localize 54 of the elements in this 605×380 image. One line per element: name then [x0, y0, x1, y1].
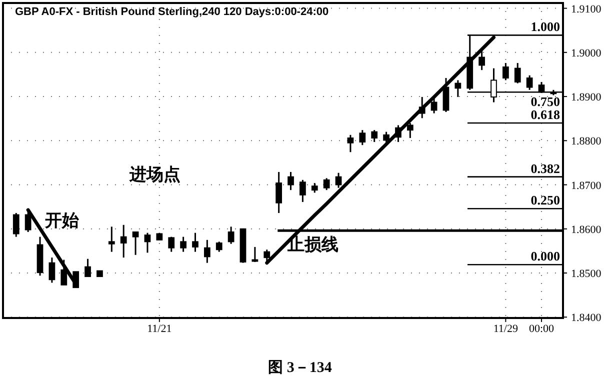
annotation: 止损线: [286, 235, 338, 254]
candlestick: [192, 232, 198, 253]
candlestick: [108, 226, 115, 253]
caption: 图 3－134: [268, 360, 332, 376]
y-tick-label: 1.8700: [571, 180, 602, 192]
candlestick: [323, 177, 330, 191]
candlestick: [276, 171, 282, 214]
candlestick: [514, 62, 521, 84]
y-tick-label: 1.8400: [571, 312, 602, 324]
y-tick-label: 1.8600: [571, 224, 602, 236]
y-tick-label: 1.8500: [571, 268, 602, 280]
candlestick: [395, 124, 402, 143]
x-tick-label: 11/21: [147, 323, 172, 335]
annotation: 0.000: [530, 248, 560, 264]
candlestick: [48, 256, 56, 284]
candlestick: [180, 236, 186, 253]
annotation: 0.250: [530, 192, 560, 208]
candlestick: [132, 231, 139, 256]
candlestick: [144, 232, 151, 254]
y-tick-label: 1.9100: [571, 3, 602, 16]
candlestick: [252, 246, 258, 263]
candlestick: [418, 96, 426, 119]
x-tick-label: 11/29: [493, 323, 519, 335]
candlestick: [168, 236, 175, 253]
candlestick: [300, 179, 306, 203]
candlestick: [120, 224, 127, 258]
candlestick: [216, 240, 222, 253]
candlestick: [454, 79, 462, 98]
candlestick: [204, 239, 210, 264]
candlestick: [335, 172, 342, 189]
candlestick: [311, 182, 318, 194]
annotation: 0.750: [530, 94, 560, 110]
candlestick: [84, 258, 91, 278]
y-tick-label: 1.8900: [571, 92, 602, 104]
annotation: 0.618: [530, 107, 560, 122]
candlestick: [288, 171, 294, 191]
candlestick: [12, 212, 20, 238]
candlestick: [347, 134, 354, 153]
annotation: 开始: [44, 211, 80, 230]
candlestick: [442, 77, 450, 113]
x-tick-label: 00:00: [528, 323, 555, 335]
y-tick-label: 1.9000: [571, 47, 602, 60]
candlestick: [383, 131, 390, 144]
candlestick: [371, 129, 378, 143]
y-tick-label: 1.8800: [571, 136, 602, 148]
candlestick: [228, 226, 234, 245]
candlestick: [406, 122, 414, 139]
candlestick: [359, 129, 366, 146]
candlestick: [502, 62, 509, 81]
annotation: 1.000: [530, 19, 560, 34]
annotation: 0.382: [530, 160, 560, 176]
candlestick: [430, 98, 438, 114]
chart-title: GBP A0-FX - British Pound Sterling,240 120 Days:0:00-24:00: [15, 6, 329, 18]
annotation: 进场点: [128, 165, 180, 184]
